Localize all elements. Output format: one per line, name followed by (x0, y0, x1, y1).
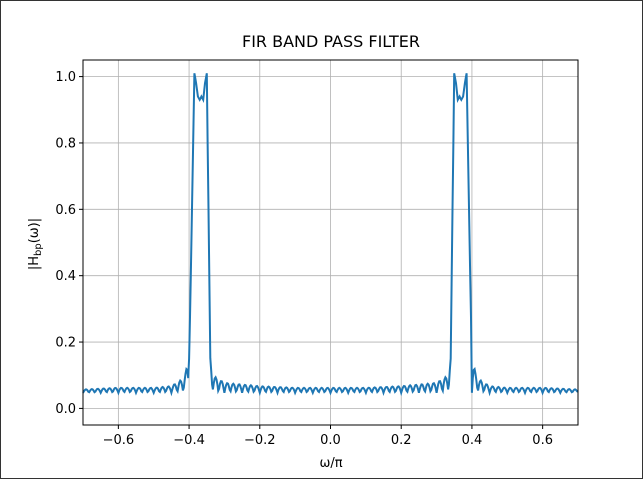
y-tick-label: 1.0 (55, 70, 76, 85)
y-axis-label: |Hbp(ω)| (27, 218, 44, 270)
x-tick-label: −0.4 (173, 433, 205, 448)
ticks: −0.6 −0.4 −0.2 0.0 0.2 0.4 0.6 0.0 0.2 0.4 0.6 0.8 1… (55, 70, 553, 448)
y-tick-label: 0.4 (55, 269, 76, 284)
x-tick-label: −0.2 (244, 433, 276, 448)
y-tick-label: 0.8 (55, 136, 76, 151)
magnitude-response-line (82, 73, 579, 397)
x-tick-label: 0.0 (320, 433, 341, 448)
y-tick-label: 0.6 (55, 203, 76, 218)
grid (83, 60, 578, 425)
x-tick-label: −0.6 (103, 433, 135, 448)
x-axis-label: ω/π (319, 456, 342, 471)
x-tick-label: 0.2 (391, 433, 412, 448)
chart-title: FIR BAND PASS FILTER (242, 32, 420, 51)
y-tick-label: 0.2 (55, 336, 76, 351)
x-tick-label: 0.6 (532, 433, 553, 448)
x-tick-label: 0.4 (462, 433, 483, 448)
y-tick-label: 0.0 (55, 402, 76, 417)
